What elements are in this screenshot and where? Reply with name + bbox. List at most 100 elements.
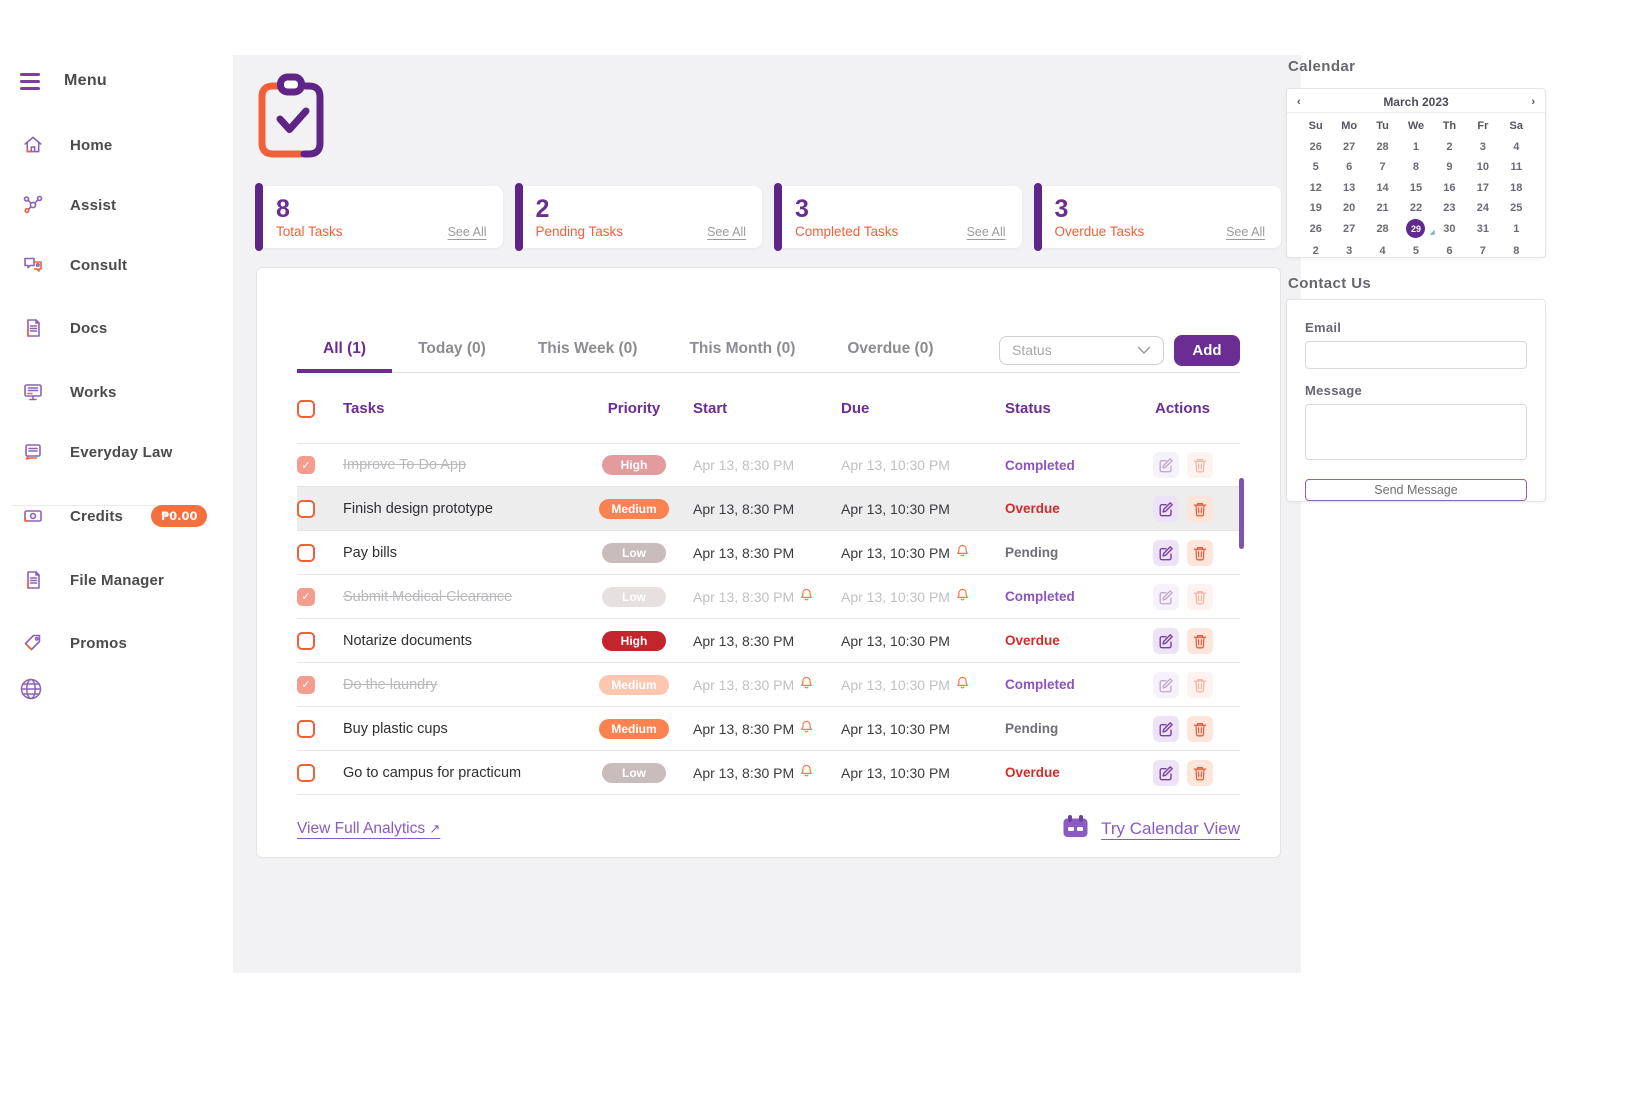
task-row[interactable]: Go to campus for practicum Low Apr 13, 8… (297, 751, 1240, 795)
task-checkbox[interactable] (297, 543, 315, 562)
calendar-day[interactable]: 8 (1412, 161, 1420, 173)
edit-task-button[interactable] (1152, 539, 1179, 566)
edit-task-button[interactable] (1152, 715, 1179, 742)
delete-task-button[interactable] (1186, 627, 1213, 654)
table-scrollbar[interactable] (1239, 478, 1244, 549)
calendar-day[interactable]: 5 (1412, 244, 1420, 257)
edit-task-button[interactable] (1152, 452, 1179, 478)
tab-this-week[interactable]: This Week (0) (512, 328, 664, 373)
delete-task-button[interactable] (1186, 715, 1213, 742)
sidebar-item-docs[interactable]: Docs (20, 312, 107, 344)
add-task-button[interactable]: Add (1174, 334, 1240, 366)
calendar-day[interactable]: 25 (1510, 202, 1523, 214)
calendar-day[interactable]: 12 (1309, 181, 1322, 194)
calendar-day[interactable]: 6 (1446, 244, 1453, 257)
task-row[interactable]: Improve To Do App High Apr 13, 8:30 PM A… (297, 443, 1240, 487)
view-full-analytics-link[interactable]: View Full Analytics ↗ (297, 820, 440, 838)
task-checkbox[interactable] (297, 456, 315, 474)
calendar-day[interactable]: 8 (1513, 244, 1520, 257)
task-row[interactable]: Finish design prototype Medium Apr 13, 8… (297, 487, 1240, 531)
calendar-day[interactable]: 27 (1343, 222, 1356, 235)
task-checkbox[interactable] (297, 587, 315, 606)
calendar-day[interactable]: 11 (1510, 161, 1523, 173)
edit-task-button[interactable] (1152, 495, 1179, 522)
calendar-day[interactable]: 23 (1443, 202, 1456, 214)
task-checkbox[interactable] (297, 719, 315, 738)
sidebar-item-home[interactable]: Home (20, 129, 112, 161)
language-globe-icon[interactable] (18, 676, 44, 707)
calendar-day[interactable]: 5 (1312, 161, 1319, 173)
calendar-day[interactable]: 28 (1376, 222, 1389, 235)
see-all-link[interactable]: See All (447, 225, 487, 239)
task-checkbox[interactable] (297, 631, 315, 650)
calendar-day[interactable]: 2 (1312, 244, 1319, 257)
calendar-day[interactable]: 26 (1309, 222, 1322, 235)
calendar-day[interactable]: 18 (1510, 181, 1523, 194)
calendar-day[interactable]: 30 (1443, 222, 1456, 235)
delete-task-button[interactable] (1186, 495, 1213, 522)
sidebar-item-works[interactable]: Works (20, 376, 117, 408)
calendar-day[interactable]: 3 (1479, 140, 1486, 153)
calendar-day[interactable]: 7 (1379, 161, 1386, 173)
calendar-day-selected[interactable]: 29 (1399, 219, 1435, 240)
sidebar-item-consult[interactable]: Consult (20, 249, 127, 281)
tab-this-month[interactable]: This Month (0) (663, 328, 821, 373)
sidebar-item-file-manager[interactable]: File Manager (20, 564, 164, 596)
calendar-day[interactable]: 31 (1476, 222, 1489, 235)
task-checkbox[interactable] (297, 499, 315, 518)
calendar-day[interactable]: 4 (1513, 140, 1520, 153)
delete-task-button[interactable] (1186, 452, 1213, 478)
sidebar-item-promos[interactable]: Promos (20, 627, 127, 659)
calendar-prev-button[interactable]: ‹ (1297, 95, 1301, 108)
calendar-day[interactable]: 13 (1343, 181, 1356, 194)
edit-task-button[interactable] (1152, 583, 1179, 610)
calendar-day[interactable]: 16 (1443, 181, 1456, 194)
calendar-next-button[interactable]: › (1531, 95, 1535, 108)
see-all-link[interactable]: See All (966, 225, 1006, 239)
calendar-day[interactable]: 6 (1346, 161, 1353, 173)
edit-task-button[interactable] (1152, 671, 1179, 698)
edit-task-button[interactable] (1152, 627, 1179, 654)
delete-task-button[interactable] (1186, 583, 1213, 610)
sidebar-item-assist[interactable]: Assist (20, 189, 116, 221)
email-field[interactable] (1305, 341, 1527, 369)
calendar-day[interactable]: 28 (1376, 140, 1389, 153)
menu-toggle[interactable]: Menu (20, 72, 107, 90)
see-all-link[interactable]: See All (1226, 225, 1265, 239)
see-all-link[interactable]: See All (707, 225, 746, 239)
calendar-day[interactable]: 14 (1376, 181, 1389, 194)
delete-task-button[interactable] (1186, 539, 1213, 566)
select-all-checkbox[interactable] (297, 399, 315, 418)
sidebar-item-credits[interactable]: Credits ₱0.00 (20, 500, 208, 532)
calendar-day[interactable]: 26 (1309, 140, 1322, 153)
calendar-day[interactable]: 21 (1376, 202, 1389, 214)
send-message-button[interactable]: Send Message (1305, 479, 1527, 501)
calendar-day[interactable]: 9 (1446, 161, 1453, 173)
calendar-day[interactable]: 27 (1343, 140, 1356, 153)
calendar-day[interactable]: 3 (1346, 244, 1353, 257)
task-checkbox[interactable] (297, 675, 315, 694)
calendar-day[interactable]: 1 (1412, 140, 1420, 153)
status-filter-select[interactable]: Status (999, 335, 1164, 365)
task-row[interactable]: Submit Medical Clearance Low Apr 13, 8:3… (297, 575, 1240, 619)
delete-task-button[interactable] (1186, 759, 1213, 786)
calendar-day[interactable]: 1 (1513, 222, 1520, 235)
delete-task-button[interactable] (1186, 671, 1213, 698)
calendar-day[interactable]: 2 (1446, 140, 1453, 153)
calendar-day[interactable]: 19 (1309, 202, 1322, 214)
tab-overdue[interactable]: Overdue (0) (821, 328, 959, 373)
try-calendar-view-link[interactable]: Try Calendar View (1062, 814, 1240, 844)
calendar-day[interactable]: 7 (1479, 244, 1486, 257)
task-row[interactable]: Pay bills Low Apr 13, 8:30 PM Apr 13, 10… (297, 531, 1240, 575)
calendar-day[interactable]: 22 (1409, 202, 1423, 214)
tab-all[interactable]: All (1) (297, 328, 393, 373)
calendar-day[interactable]: 20 (1343, 202, 1356, 214)
calendar-day[interactable]: 17 (1476, 181, 1489, 194)
task-row[interactable]: Do the laundry Medium Apr 13, 8:30 PM Ap… (297, 663, 1240, 707)
message-field[interactable] (1305, 404, 1527, 460)
task-checkbox[interactable] (297, 763, 315, 782)
calendar-day[interactable]: 4 (1379, 244, 1386, 257)
edit-task-button[interactable] (1152, 759, 1179, 786)
calendar-day[interactable]: 10 (1476, 161, 1489, 173)
task-row[interactable]: Notarize documents High Apr 13, 8:30 PM … (297, 619, 1240, 663)
